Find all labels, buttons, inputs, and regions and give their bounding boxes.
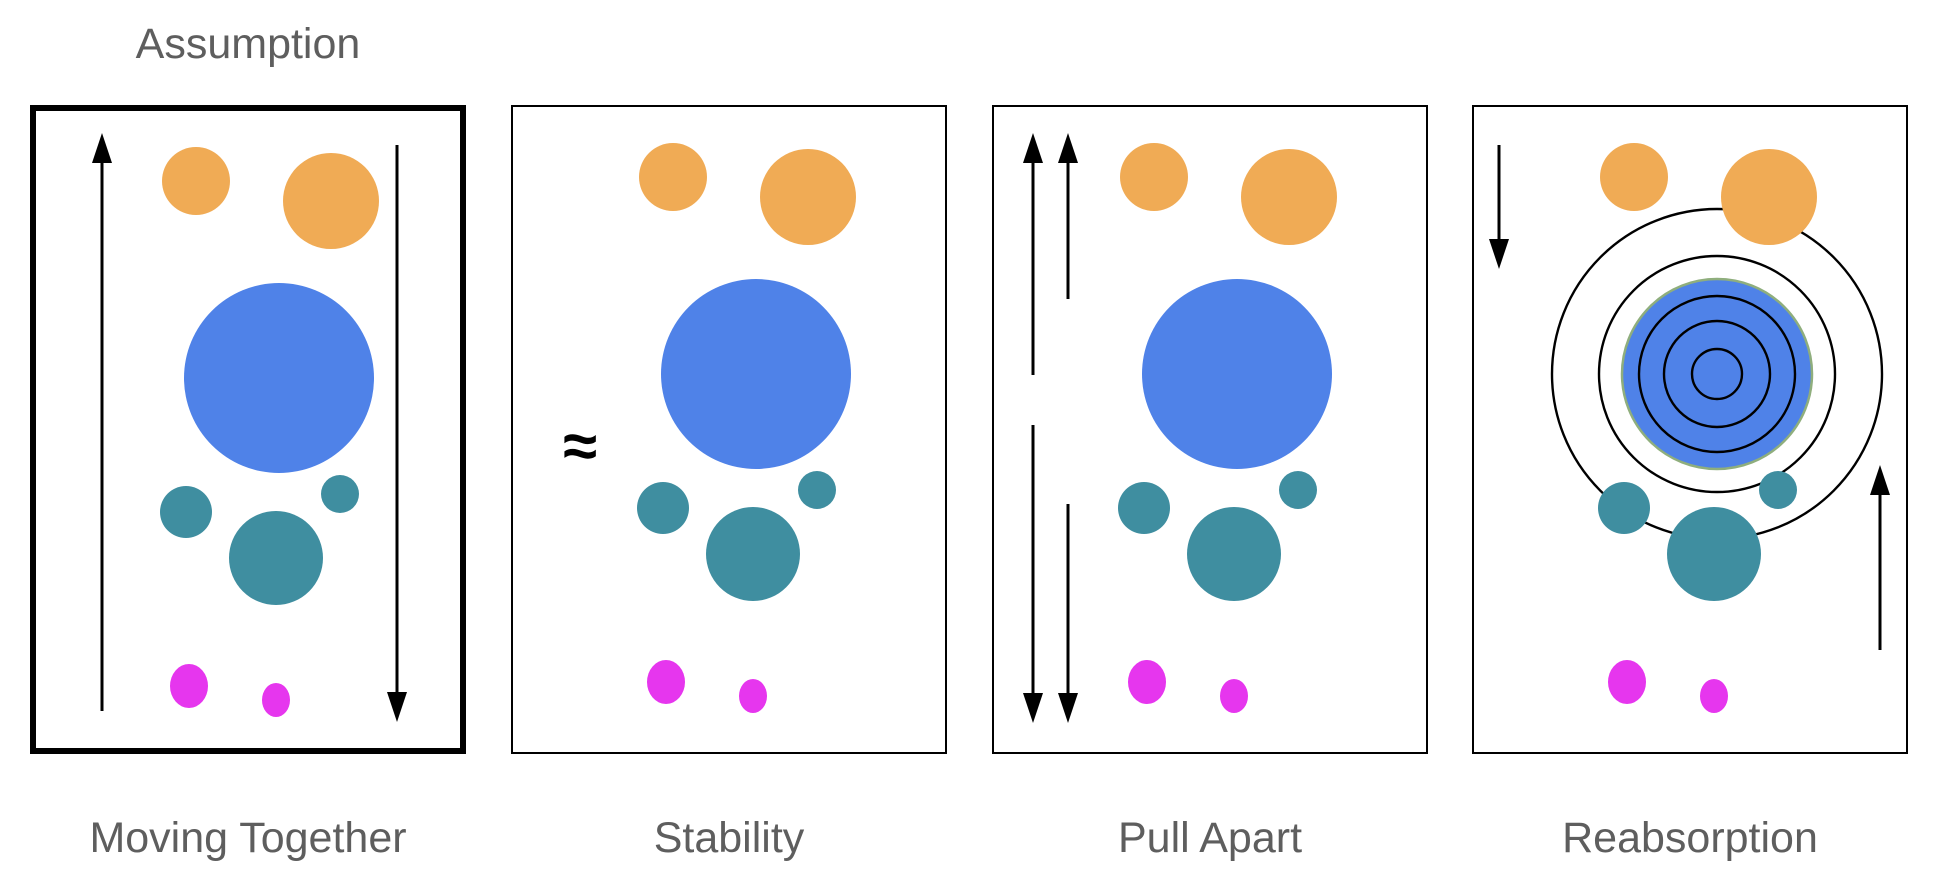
down-arrow [1489, 145, 1509, 269]
down-arrow [387, 145, 407, 722]
blue-circle-haloed [1620, 277, 1814, 471]
up-arrow [1023, 133, 1043, 375]
up-arrow [1058, 133, 1078, 299]
inner-ring-2 [1662, 319, 1772, 429]
label-moving-together: Moving Together [89, 814, 407, 862]
label-pull-apart: Pull Apart [1117, 814, 1303, 862]
panel-reabsorption [1472, 105, 1908, 754]
down-arrow [1023, 425, 1043, 723]
up-arrow [1870, 465, 1890, 650]
inner-ring-1 [1690, 347, 1744, 401]
panel-moving-together [30, 105, 466, 754]
inner-ring-3 [1637, 294, 1797, 454]
label-stability: Stability [653, 814, 805, 862]
panel-stability: ≈ [511, 105, 947, 754]
up-arrow [92, 133, 112, 711]
diagram-title: Assumption [135, 20, 361, 68]
down-arrow [1058, 504, 1078, 723]
approximately-equal-symbol: ≈ [563, 412, 597, 481]
label-reabsorption: Reabsorption [1562, 814, 1818, 862]
outer-ring-1 [1597, 254, 1837, 494]
panel-pull-apart [992, 105, 1428, 754]
